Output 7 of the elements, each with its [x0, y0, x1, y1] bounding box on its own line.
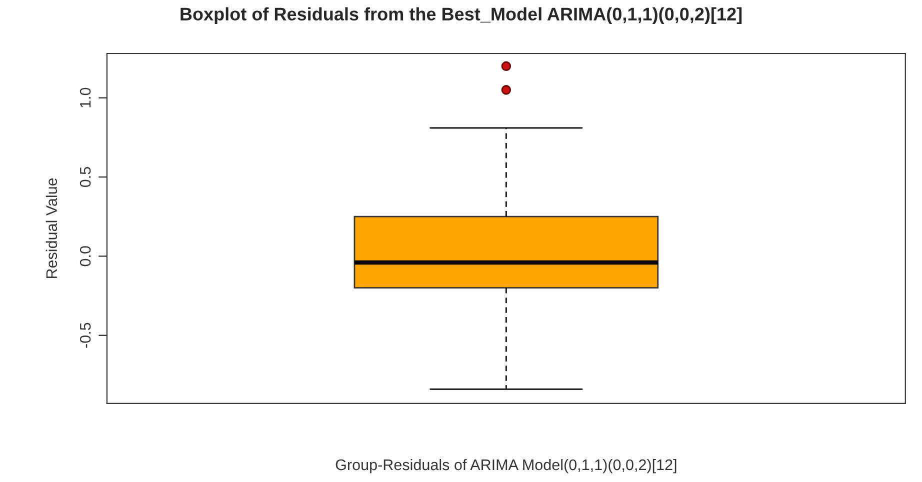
y-tick-label: 0.0: [80, 246, 91, 266]
chart-title: Boxplot of Residuals from the Best_Model ARIMA(0,1,1)(0,0,2)[12]: [180, 7, 742, 24]
y-axis-title: Residual Value: [46, 178, 58, 278]
x-axis-title: Group-Residuals of ARIMA Model(0,1,1)(0,0,2)[12]: [336, 458, 676, 474]
y-tick-label: -0.5: [80, 322, 91, 348]
y-tick-label: 1.0: [80, 88, 91, 108]
y-tick-label: 0.5: [80, 167, 91, 188]
